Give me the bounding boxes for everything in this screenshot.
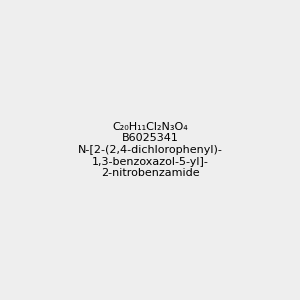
Text: C₂₀H₁₁Cl₂N₃O₄
B6025341
N-[2-(2,4-dichlorophenyl)-
1,3-benzoxazol-5-yl]-
2-nitrob: C₂₀H₁₁Cl₂N₃O₄ B6025341 N-[2-(2,4-dichlor… [78,122,222,178]
